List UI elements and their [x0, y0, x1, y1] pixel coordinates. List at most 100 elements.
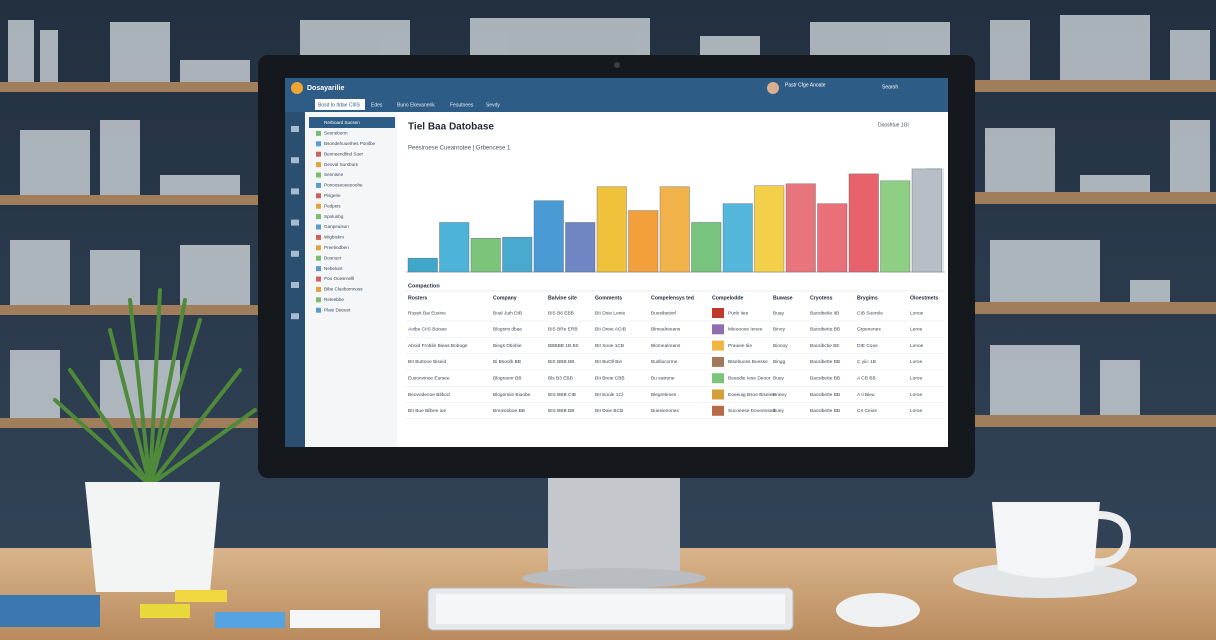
table-cell: Blogsmi dbae — [493, 327, 522, 333]
table-cell: Blmealreeans — [651, 327, 681, 333]
table-cell: Bu eatrene — [651, 375, 675, 381]
table-cell: Sucoeese Dovenesed — [728, 408, 775, 414]
sidebar-item[interactable]: Pedpeis — [324, 203, 341, 208]
sidebar-item[interactable]: Plaie Deeuet — [324, 307, 351, 312]
nav-tab[interactable]: Buno Ekevanerik — [397, 102, 435, 108]
sidebar-icon — [316, 193, 321, 199]
row-thumb — [712, 340, 724, 351]
table-cell: Beaodie Iese Deoor — [728, 375, 771, 381]
rail-icon — [291, 126, 299, 132]
sidebar-item[interactable]: Bsondehuuethes Ponilbe — [324, 141, 376, 146]
sidebar-item[interactable]: Pisgerie — [324, 193, 341, 198]
subtitle: Peesiroese Cueanrotee | Grbencese 1 — [408, 146, 511, 152]
table-cell: BII Dreie ACIB — [595, 327, 626, 333]
sidebar-item[interactable]: Deoval Sursburs — [324, 162, 359, 167]
sidebar-icon — [316, 224, 321, 230]
table-cell: Blegrelenes — [651, 392, 677, 398]
books — [8, 15, 1210, 418]
table-cell: Bacsibette BB — [810, 375, 840, 381]
sidebar-item[interactable]: Ganpeuisun — [324, 224, 349, 229]
table-cell: Btsebuoss Buesse — [728, 359, 768, 365]
sidebar-item[interactable]: Reteebbe — [324, 297, 344, 302]
sidebar-item[interactable]: Sennisne — [324, 172, 344, 177]
table-cell: Bacsibette BB — [810, 408, 840, 414]
sidebar-item[interactable]: Ponooseoeeeoohe — [324, 183, 363, 188]
bar — [565, 222, 596, 273]
table-cell: Loroe — [910, 408, 923, 414]
page-title: Tiel Baa Datobase — [408, 122, 494, 133]
table-cell: Lonoe — [910, 310, 924, 316]
sidebar-item[interactable]: Nebelunt — [324, 266, 343, 271]
badge: Dooshtue 1Gl — [878, 122, 909, 128]
table-cell: BII BuOll Bin — [595, 359, 623, 365]
bar — [533, 200, 564, 273]
active-tab — [315, 99, 365, 110]
nav-tab[interactable]: Sevdy — [486, 102, 500, 108]
sidebar-icon — [316, 255, 321, 261]
table-cell: A Ii Bieu — [857, 392, 875, 398]
table-cell: Bacsibctie BE — [810, 343, 840, 349]
sidebar-item[interactable]: Beoneendlind Suer — [324, 151, 364, 156]
bar — [722, 203, 753, 273]
table-cell: Blomealreans — [651, 343, 681, 349]
table-cell: Punb Iiee — [728, 310, 749, 316]
table-cell[interactable]: Aoibe CIIS Buisee — [408, 327, 447, 333]
table-cell: Busllacorme — [651, 359, 678, 365]
sidebar-item[interactable]: Bibe Cluebomnoss — [324, 287, 363, 292]
sidebar-item[interactable]: Rerboard Sucsen — [324, 120, 360, 125]
sidebar-icon — [316, 162, 321, 168]
table-cell: Binoy — [773, 327, 786, 333]
table-cell[interactable]: Eusonvinoe Eursee — [408, 375, 450, 381]
sidebar-item[interactable]: Wigbiskm — [324, 235, 344, 240]
table-cell: BII Breie CBB — [595, 375, 625, 381]
sidebar-item[interactable]: Poo Ooesrnelll — [324, 276, 354, 281]
table-cell: Bacsibetle IIB — [810, 310, 839, 316]
table-cell[interactable]: Beovodenoe Bilbod — [408, 392, 450, 398]
table-cell: Bionoy — [773, 343, 788, 349]
table-cell: CII Ceios — [857, 408, 877, 414]
cup — [953, 502, 1137, 598]
table-cell: C yiic 1B — [857, 359, 876, 365]
notebooks — [0, 590, 380, 628]
table-cell: Biegs Dbobie — [493, 343, 522, 349]
sidebar-icon — [316, 307, 321, 313]
rail-icon — [291, 157, 299, 164]
table-cell: Bacsibette BB — [810, 392, 840, 398]
table-cell: Buay — [773, 310, 785, 316]
bar — [754, 185, 785, 273]
sidebar-icon — [316, 276, 321, 282]
row-thumb — [712, 373, 724, 384]
table-cell[interactable]: BII Buttooe Biseid — [408, 359, 446, 365]
table-cell: Buey — [773, 375, 785, 381]
table-cell: Eoeeuig Bsoe Biseiee — [728, 392, 775, 398]
sidebar-item[interactable]: Spnlunbg — [324, 214, 344, 219]
sidebar-icon — [316, 266, 321, 272]
nav-tab[interactable]: Edes — [371, 102, 383, 108]
sidebar-item[interactable]: Bounuer — [324, 255, 342, 260]
nav-tab[interactable]: Fesutnees — [450, 102, 474, 108]
search[interactable]: Searoh — [882, 84, 898, 90]
table-cell: Prauiee tiie — [728, 343, 752, 349]
table-cell: Blogreenr BB — [493, 375, 522, 381]
table-cell: Bacsibette BB — [810, 327, 840, 333]
table-cell[interactable]: Aboid Frobile Bieas Boboge — [408, 343, 468, 349]
sidebar-item[interactable]: Seonebenn — [324, 131, 348, 136]
table-cell: Breosioboe BB — [493, 408, 525, 414]
sidebar-item[interactable]: Preetindben — [324, 245, 349, 250]
table-cell: Bacsibette BB — [810, 359, 840, 365]
table-cell: CIB Suerele — [857, 310, 883, 316]
table-cell: Loroe — [910, 375, 923, 381]
table-cell: BII Doie Lenie — [595, 310, 625, 316]
column-header: Gomments — [595, 295, 622, 301]
row-thumb — [712, 389, 724, 400]
table-cell: BIS BRe ERB — [548, 327, 578, 333]
table-cell: Loroe — [910, 359, 923, 365]
table-cell[interactable]: Ruseit Bai Eusine — [408, 310, 446, 316]
sidebar-icon — [316, 141, 321, 147]
bar — [470, 238, 501, 273]
table-cell[interactable]: BII Bue Bilbee ioe — [408, 408, 446, 414]
table-cell: BBBBB 1B B0 — [548, 343, 579, 349]
nav-tab[interactable]: Bosd Io Itdae CIIIS — [318, 102, 361, 108]
rail-icon — [291, 219, 299, 226]
